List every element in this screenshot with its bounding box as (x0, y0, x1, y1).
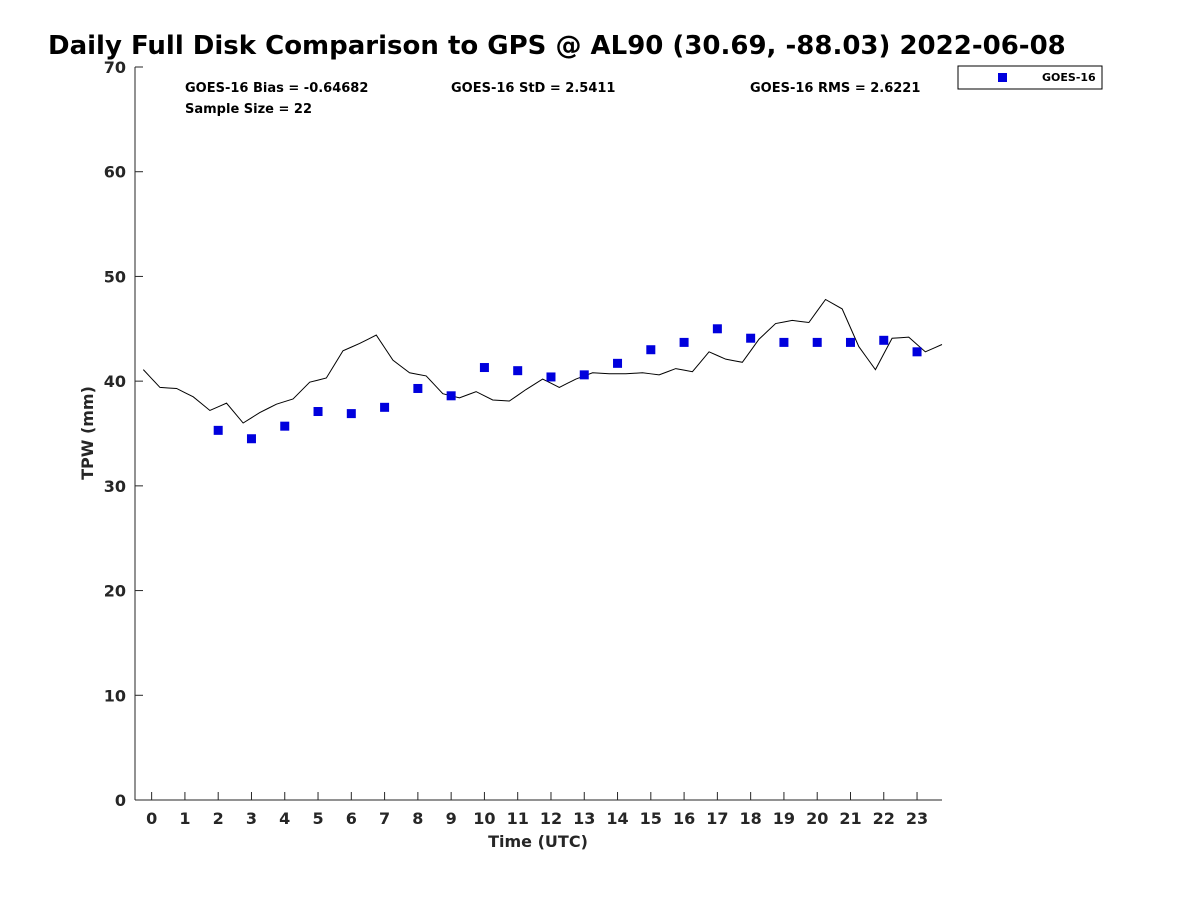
x-tick-label: 13 (573, 809, 595, 828)
goes16-marker (346, 409, 356, 419)
goes16-marker (912, 347, 922, 357)
y-axis-label: TPW (mm) (78, 386, 97, 480)
x-tick-label: 18 (740, 809, 762, 828)
sample-size-annotation: Sample Size = 22 (185, 102, 312, 117)
bias-annotation: GOES-16 Bias = -0.64682 (185, 81, 368, 96)
legend-marker-goes16 (998, 73, 1007, 82)
x-ticks: 0 1 2 3 4 5 6 7 8 9 10 11 12 13 14 15 16 17 18 19 20 21 22 23 (146, 792, 928, 828)
y-tick-label: 50 (104, 267, 126, 286)
legend-label-goes16: GOES-16 (1042, 71, 1096, 84)
goes16-marker (313, 407, 323, 417)
goes16-marker (812, 337, 822, 347)
goes16-marker (246, 434, 256, 444)
x-tick-label: 0 (146, 809, 157, 828)
rms-annotation: GOES-16 RMS = 2.6221 (750, 81, 920, 96)
goes16-marker (413, 383, 423, 393)
y-tick-label: 60 (104, 163, 126, 182)
x-tick-label: 10 (473, 809, 495, 828)
x-tick-label: 5 (312, 809, 323, 828)
goes16-marker (845, 337, 855, 347)
x-tick-label: 3 (246, 809, 257, 828)
x-tick-label: 8 (412, 809, 423, 828)
goes16-marker (779, 337, 789, 347)
y-tick-label: 20 (104, 582, 126, 601)
x-tick-label: 20 (806, 809, 828, 828)
x-tick-label: 15 (640, 809, 662, 828)
x-tick-label: 19 (773, 809, 795, 828)
goes16-marker (280, 421, 290, 431)
goes16-marker (679, 337, 689, 347)
legend: GOES-16 (957, 65, 1103, 90)
goes16-marker (546, 372, 556, 382)
x-tick-label: 21 (839, 809, 861, 828)
y-tick-label: 40 (104, 372, 126, 391)
legend-box (957, 65, 1103, 90)
x-tick-label: 12 (540, 809, 562, 828)
goes16-marker (380, 402, 390, 412)
y-tick-label: 0 (115, 791, 126, 810)
x-tick-label: 9 (446, 809, 457, 828)
goes16-marker (712, 324, 722, 334)
x-tick-label: 4 (279, 809, 290, 828)
goes16-marker (879, 335, 889, 345)
goes16-marker (213, 425, 223, 435)
plot-frame (134, 67, 942, 801)
stats-annotations: GOES-16 Bias = -0.64682 GOES-16 StD = 2.… (185, 81, 920, 117)
series-layer (142, 298, 943, 444)
y-tick-label: 30 (104, 477, 126, 496)
y-tick-label: 70 (104, 58, 126, 77)
goes16-marker (746, 333, 756, 343)
goes16-marker (446, 391, 456, 401)
goes16-marker (613, 358, 623, 368)
x-tick-label: 6 (346, 809, 357, 828)
chart-title: Daily Full Disk Comparison to GPS @ AL90… (48, 31, 1066, 61)
x-tick-label: 16 (673, 809, 695, 828)
std-annotation: GOES-16 StD = 2.5411 (451, 81, 615, 96)
x-tick-label: 14 (606, 809, 628, 828)
goes16-marker (513, 366, 523, 376)
goes16-marker (479, 363, 489, 373)
x-axis-label: Time (UTC) (488, 832, 588, 851)
goes16-marker (579, 370, 589, 380)
x-tick-label: 7 (379, 809, 390, 828)
x-tick-label: 2 (213, 809, 224, 828)
y-tick-label: 10 (104, 686, 126, 705)
x-tick-label: 11 (507, 809, 529, 828)
y-ticks: 0 10 20 30 40 50 60 70 (104, 58, 143, 810)
goes16-marker (646, 345, 656, 355)
x-tick-label: 17 (706, 809, 728, 828)
x-tick-label: 1 (179, 809, 190, 828)
x-tick-label: 23 (906, 809, 928, 828)
x-tick-label: 22 (873, 809, 895, 828)
gps-tpw-line (142, 298, 943, 424)
